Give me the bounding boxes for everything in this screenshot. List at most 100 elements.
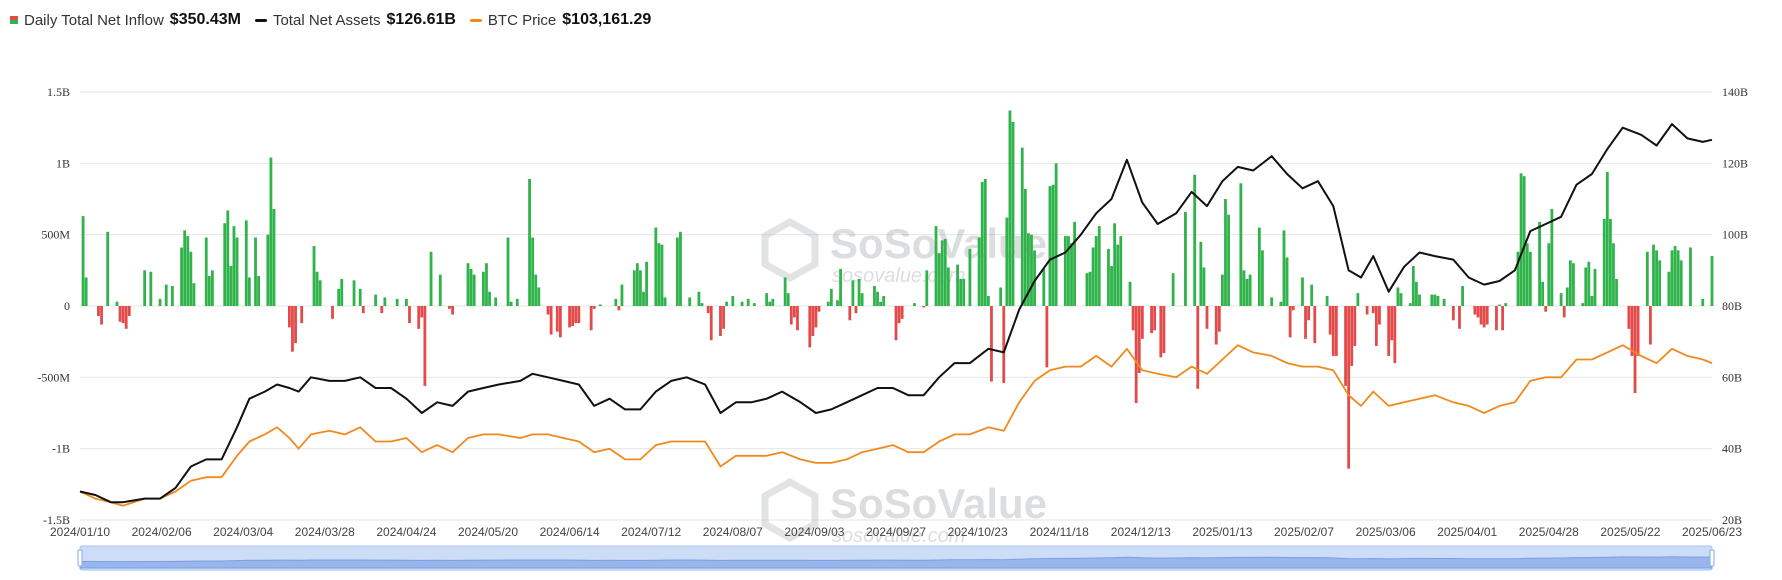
- inflow-bar[interactable]: [632, 270, 636, 306]
- inflow-bar[interactable]: [143, 270, 147, 306]
- inflow-bar[interactable]: [1371, 306, 1375, 314]
- inflow-bar[interactable]: [1504, 303, 1508, 306]
- inflow-bar[interactable]: [1150, 306, 1153, 334]
- inflow-bar[interactable]: [1473, 306, 1477, 315]
- inflow-bar[interactable]: [1291, 306, 1295, 311]
- inflow-bar[interactable]: [1134, 306, 1138, 404]
- legend-item-btc[interactable]: BTC Price $103,161.29: [469, 11, 651, 29]
- inflow-bar[interactable]: [731, 296, 735, 306]
- inflow-bar[interactable]: [1023, 189, 1027, 306]
- inflow-bar[interactable]: [792, 306, 796, 318]
- inflow-bar[interactable]: [164, 284, 168, 306]
- inflow-bar[interactable]: [1113, 223, 1117, 306]
- inflow-bar[interactable]: [577, 306, 581, 324]
- inflow-bar[interactable]: [1011, 121, 1015, 307]
- inflow-bar[interactable]: [1005, 217, 1009, 306]
- inflow-bar[interactable]: [1008, 110, 1012, 307]
- navigator-handle-left[interactable]: [77, 549, 83, 567]
- inflow-bar[interactable]: [1097, 226, 1101, 306]
- inflow-bar[interactable]: [1374, 306, 1378, 346]
- inflow-bar[interactable]: [1356, 293, 1360, 306]
- inflow-bar[interactable]: [1485, 306, 1489, 325]
- inflow-bar[interactable]: [118, 306, 122, 322]
- inflow-bar[interactable]: [81, 216, 85, 306]
- legend-item-assets[interactable]: Total Net Assets $126.61B: [254, 11, 456, 29]
- inflow-bar[interactable]: [211, 270, 214, 306]
- inflow-bar[interactable]: [318, 280, 322, 306]
- inflow-bar[interactable]: [789, 306, 793, 325]
- inflow-bar[interactable]: [509, 301, 513, 306]
- inflow-bar[interactable]: [1689, 247, 1692, 306]
- inflow-bar[interactable]: [1270, 297, 1274, 306]
- inflow-bar[interactable]: [786, 293, 790, 306]
- inflow-bar[interactable]: [207, 276, 211, 306]
- inflow-bar[interactable]: [1217, 306, 1221, 332]
- inflow-bar[interactable]: [1482, 306, 1486, 328]
- inflow-bar[interactable]: [84, 277, 88, 306]
- inflow-bar[interactable]: [337, 288, 341, 306]
- inflow-bar[interactable]: [1587, 261, 1591, 306]
- inflow-bar[interactable]: [1615, 278, 1618, 306]
- inflow-bar[interactable]: [1242, 270, 1246, 306]
- inflow-bar[interactable]: [358, 288, 362, 306]
- inflow-bar[interactable]: [488, 291, 491, 306]
- inflow-bar[interactable]: [481, 271, 485, 306]
- inflow-bar[interactable]: [380, 306, 384, 314]
- inflow-bar[interactable]: [1608, 218, 1612, 306]
- inflow-bar[interactable]: [876, 291, 879, 306]
- inflow-bar[interactable]: [1658, 260, 1662, 306]
- inflow-bar[interactable]: [796, 306, 799, 331]
- inflow-bar[interactable]: [287, 306, 291, 328]
- range-navigator[interactable]: [77, 545, 1715, 571]
- inflow-bar[interactable]: [1538, 221, 1541, 306]
- inflow-bar[interactable]: [645, 261, 648, 306]
- inflow-bar[interactable]: [494, 297, 498, 306]
- inflow-bar[interactable]: [1387, 306, 1391, 356]
- inflow-bar[interactable]: [1519, 173, 1523, 306]
- inflow-bar[interactable]: [1396, 287, 1400, 306]
- inflow-bar[interactable]: [1131, 306, 1135, 331]
- inflow-bar[interactable]: [1119, 236, 1123, 306]
- inflow-bar[interactable]: [589, 306, 593, 331]
- inflow-bar[interactable]: [900, 306, 904, 319]
- inflow-bar[interactable]: [186, 236, 190, 306]
- inflow-bar[interactable]: [1414, 281, 1418, 306]
- inflow-bar[interactable]: [395, 298, 399, 306]
- inflow-bar[interactable]: [592, 306, 596, 309]
- inflow-bar[interactable]: [1325, 296, 1329, 306]
- inflow-bar[interactable]: [1479, 306, 1483, 325]
- inflow-bar[interactable]: [860, 293, 864, 306]
- inflow-bar[interactable]: [1202, 267, 1206, 306]
- inflow-bar[interactable]: [257, 276, 260, 306]
- inflow-bar[interactable]: [115, 301, 119, 306]
- inflow-bar[interactable]: [1088, 271, 1092, 306]
- btc-price-line[interactable]: [79, 344, 1713, 507]
- inflow-bar[interactable]: [1313, 306, 1317, 344]
- inflow-bar[interactable]: [814, 306, 818, 328]
- inflow-bar[interactable]: [1051, 184, 1055, 306]
- inflow-bar[interactable]: [515, 298, 519, 306]
- inflow-bar[interactable]: [1562, 306, 1566, 318]
- inflow-bar[interactable]: [340, 278, 344, 306]
- inflow-bar[interactable]: [254, 237, 257, 306]
- inflow-bar[interactable]: [968, 248, 972, 306]
- inflow-bar[interactable]: [534, 274, 538, 306]
- inflow-bar[interactable]: [934, 226, 938, 306]
- inflow-bar[interactable]: [183, 230, 187, 306]
- inflow-bar[interactable]: [158, 298, 162, 306]
- inflow-bar[interactable]: [106, 231, 110, 306]
- inflow-bar[interactable]: [740, 301, 744, 306]
- inflow-bar[interactable]: [986, 296, 990, 306]
- inflow-bar[interactable]: [537, 287, 541, 306]
- inflow-bar[interactable]: [642, 291, 645, 306]
- inflow-bar[interactable]: [654, 227, 658, 306]
- inflow-bar[interactable]: [266, 234, 270, 306]
- inflow-bar[interactable]: [946, 267, 950, 306]
- inflow-bar[interactable]: [1442, 298, 1446, 306]
- inflow-bar[interactable]: [1584, 267, 1588, 306]
- inflow-bar[interactable]: [1214, 306, 1218, 345]
- inflow-bar[interactable]: [1199, 241, 1203, 306]
- inflow-bar[interactable]: [451, 306, 454, 315]
- inflow-bar[interactable]: [688, 297, 692, 306]
- inflow-bar[interactable]: [485, 263, 488, 306]
